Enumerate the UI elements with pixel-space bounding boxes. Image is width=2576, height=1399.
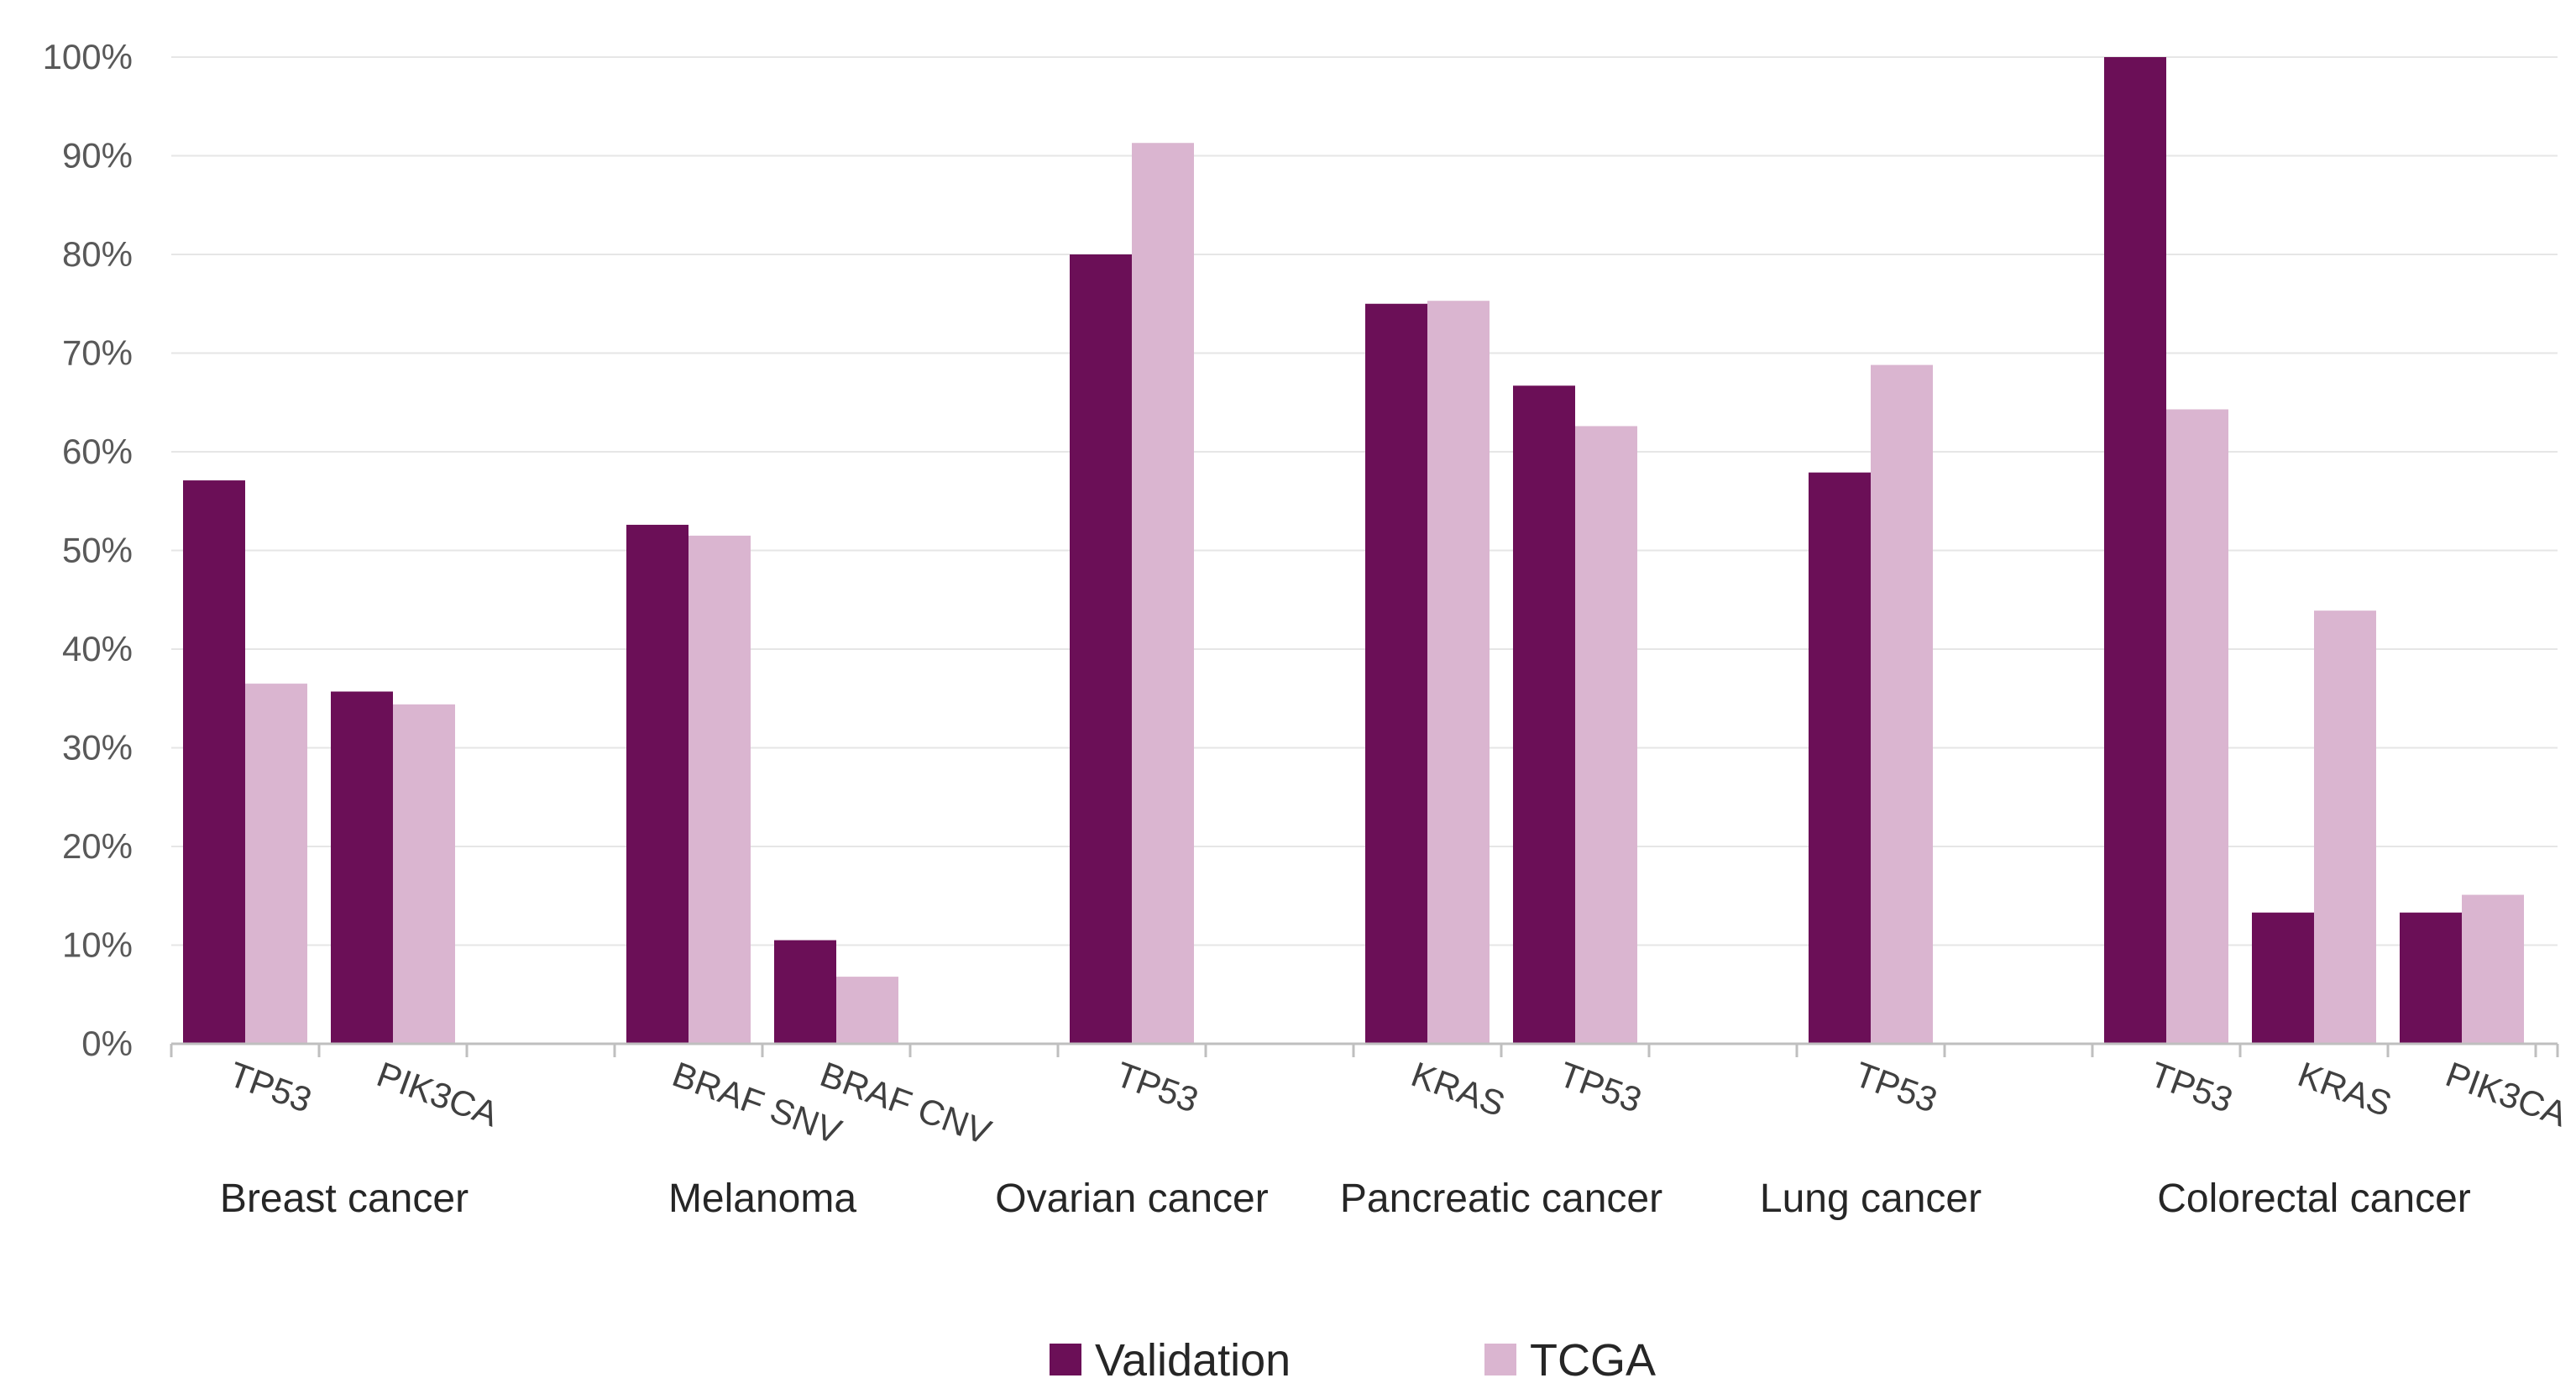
x-tick-label: TP53 (2145, 1054, 2238, 1120)
bar-tcga-8 (1871, 364, 1933, 1045)
group-label: Ovarian cancer (995, 1176, 1268, 1221)
y-tick-label: 30% (62, 728, 133, 768)
y-tick-label: 90% (62, 136, 133, 176)
y-tick-label: 100% (43, 37, 133, 76)
bar-validation-1 (183, 480, 245, 1044)
y-tick-label: 70% (62, 333, 133, 373)
legend-swatch-tcga (1484, 1344, 1516, 1375)
bar-tcga-4 (836, 977, 898, 1044)
bar-validation-11 (2400, 912, 2462, 1044)
x-tick-label: TP53 (1850, 1054, 1942, 1120)
y-tick-label: 20% (62, 826, 133, 866)
bar-tcga-7 (1575, 426, 1637, 1044)
bar-validation-9 (2104, 57, 2166, 1044)
group-label: Pancreatic cancer (1340, 1176, 1662, 1221)
group-label: Breast cancer (220, 1176, 469, 1221)
bar-validation-5 (1070, 254, 1132, 1044)
x-tick-label: BRAF CNV (815, 1054, 997, 1152)
bar-validation-10 (2252, 912, 2314, 1044)
x-tick-label: PIK3CA (2441, 1054, 2572, 1134)
bar-validation-6 (1365, 303, 1427, 1044)
bar-tcga-6 (1427, 301, 1490, 1045)
legend-swatch-validation (1050, 1344, 1081, 1375)
y-tick-label: 10% (62, 925, 133, 965)
bar-tcga-11 (2462, 894, 2524, 1044)
bars (183, 57, 2524, 1045)
group-label: Melanoma (668, 1176, 856, 1221)
bar-tcga-10 (2314, 610, 2376, 1044)
bar-tcga-2 (393, 704, 455, 1044)
legend: Validation TCGA (1050, 1335, 1656, 1386)
legend-label-validation: Validation (1095, 1335, 1291, 1386)
bar-tcga-9 (2166, 409, 2228, 1045)
x-tick-label: TP53 (224, 1054, 317, 1120)
y-tick-label: 40% (62, 629, 133, 668)
legend-label-tcga: TCGA (1530, 1335, 1656, 1386)
y-tick-label: 60% (62, 432, 133, 471)
bar-tcga-1 (245, 684, 307, 1044)
x-tick-label: BRAF SNV (668, 1054, 846, 1151)
x-tick-label: PIK3CA (372, 1054, 503, 1134)
bar-validation-2 (331, 691, 393, 1044)
axes (170, 1042, 2559, 1057)
x-tick-label: KRAS (2293, 1054, 2397, 1124)
x-tick-label: TP53 (1111, 1054, 1203, 1120)
y-tick-label: 80% (62, 234, 133, 274)
bar-validation-7 (1513, 385, 1575, 1044)
bar-validation-3 (626, 524, 689, 1044)
x-tick-label: KRAS (1406, 1054, 1511, 1124)
group-label: Lung cancer (1760, 1176, 1982, 1221)
x-tick-label: TP53 (1554, 1054, 1647, 1120)
bar-validation-8 (1809, 472, 1871, 1044)
bar-validation-4 (774, 940, 836, 1044)
bar-tcga-3 (689, 535, 751, 1044)
y-tick-label: 50% (62, 531, 133, 570)
y-tick-label: 0% (81, 1024, 133, 1063)
group-label: Colorectal cancer (2157, 1176, 2471, 1221)
bar-tcga-5 (1132, 143, 1194, 1045)
